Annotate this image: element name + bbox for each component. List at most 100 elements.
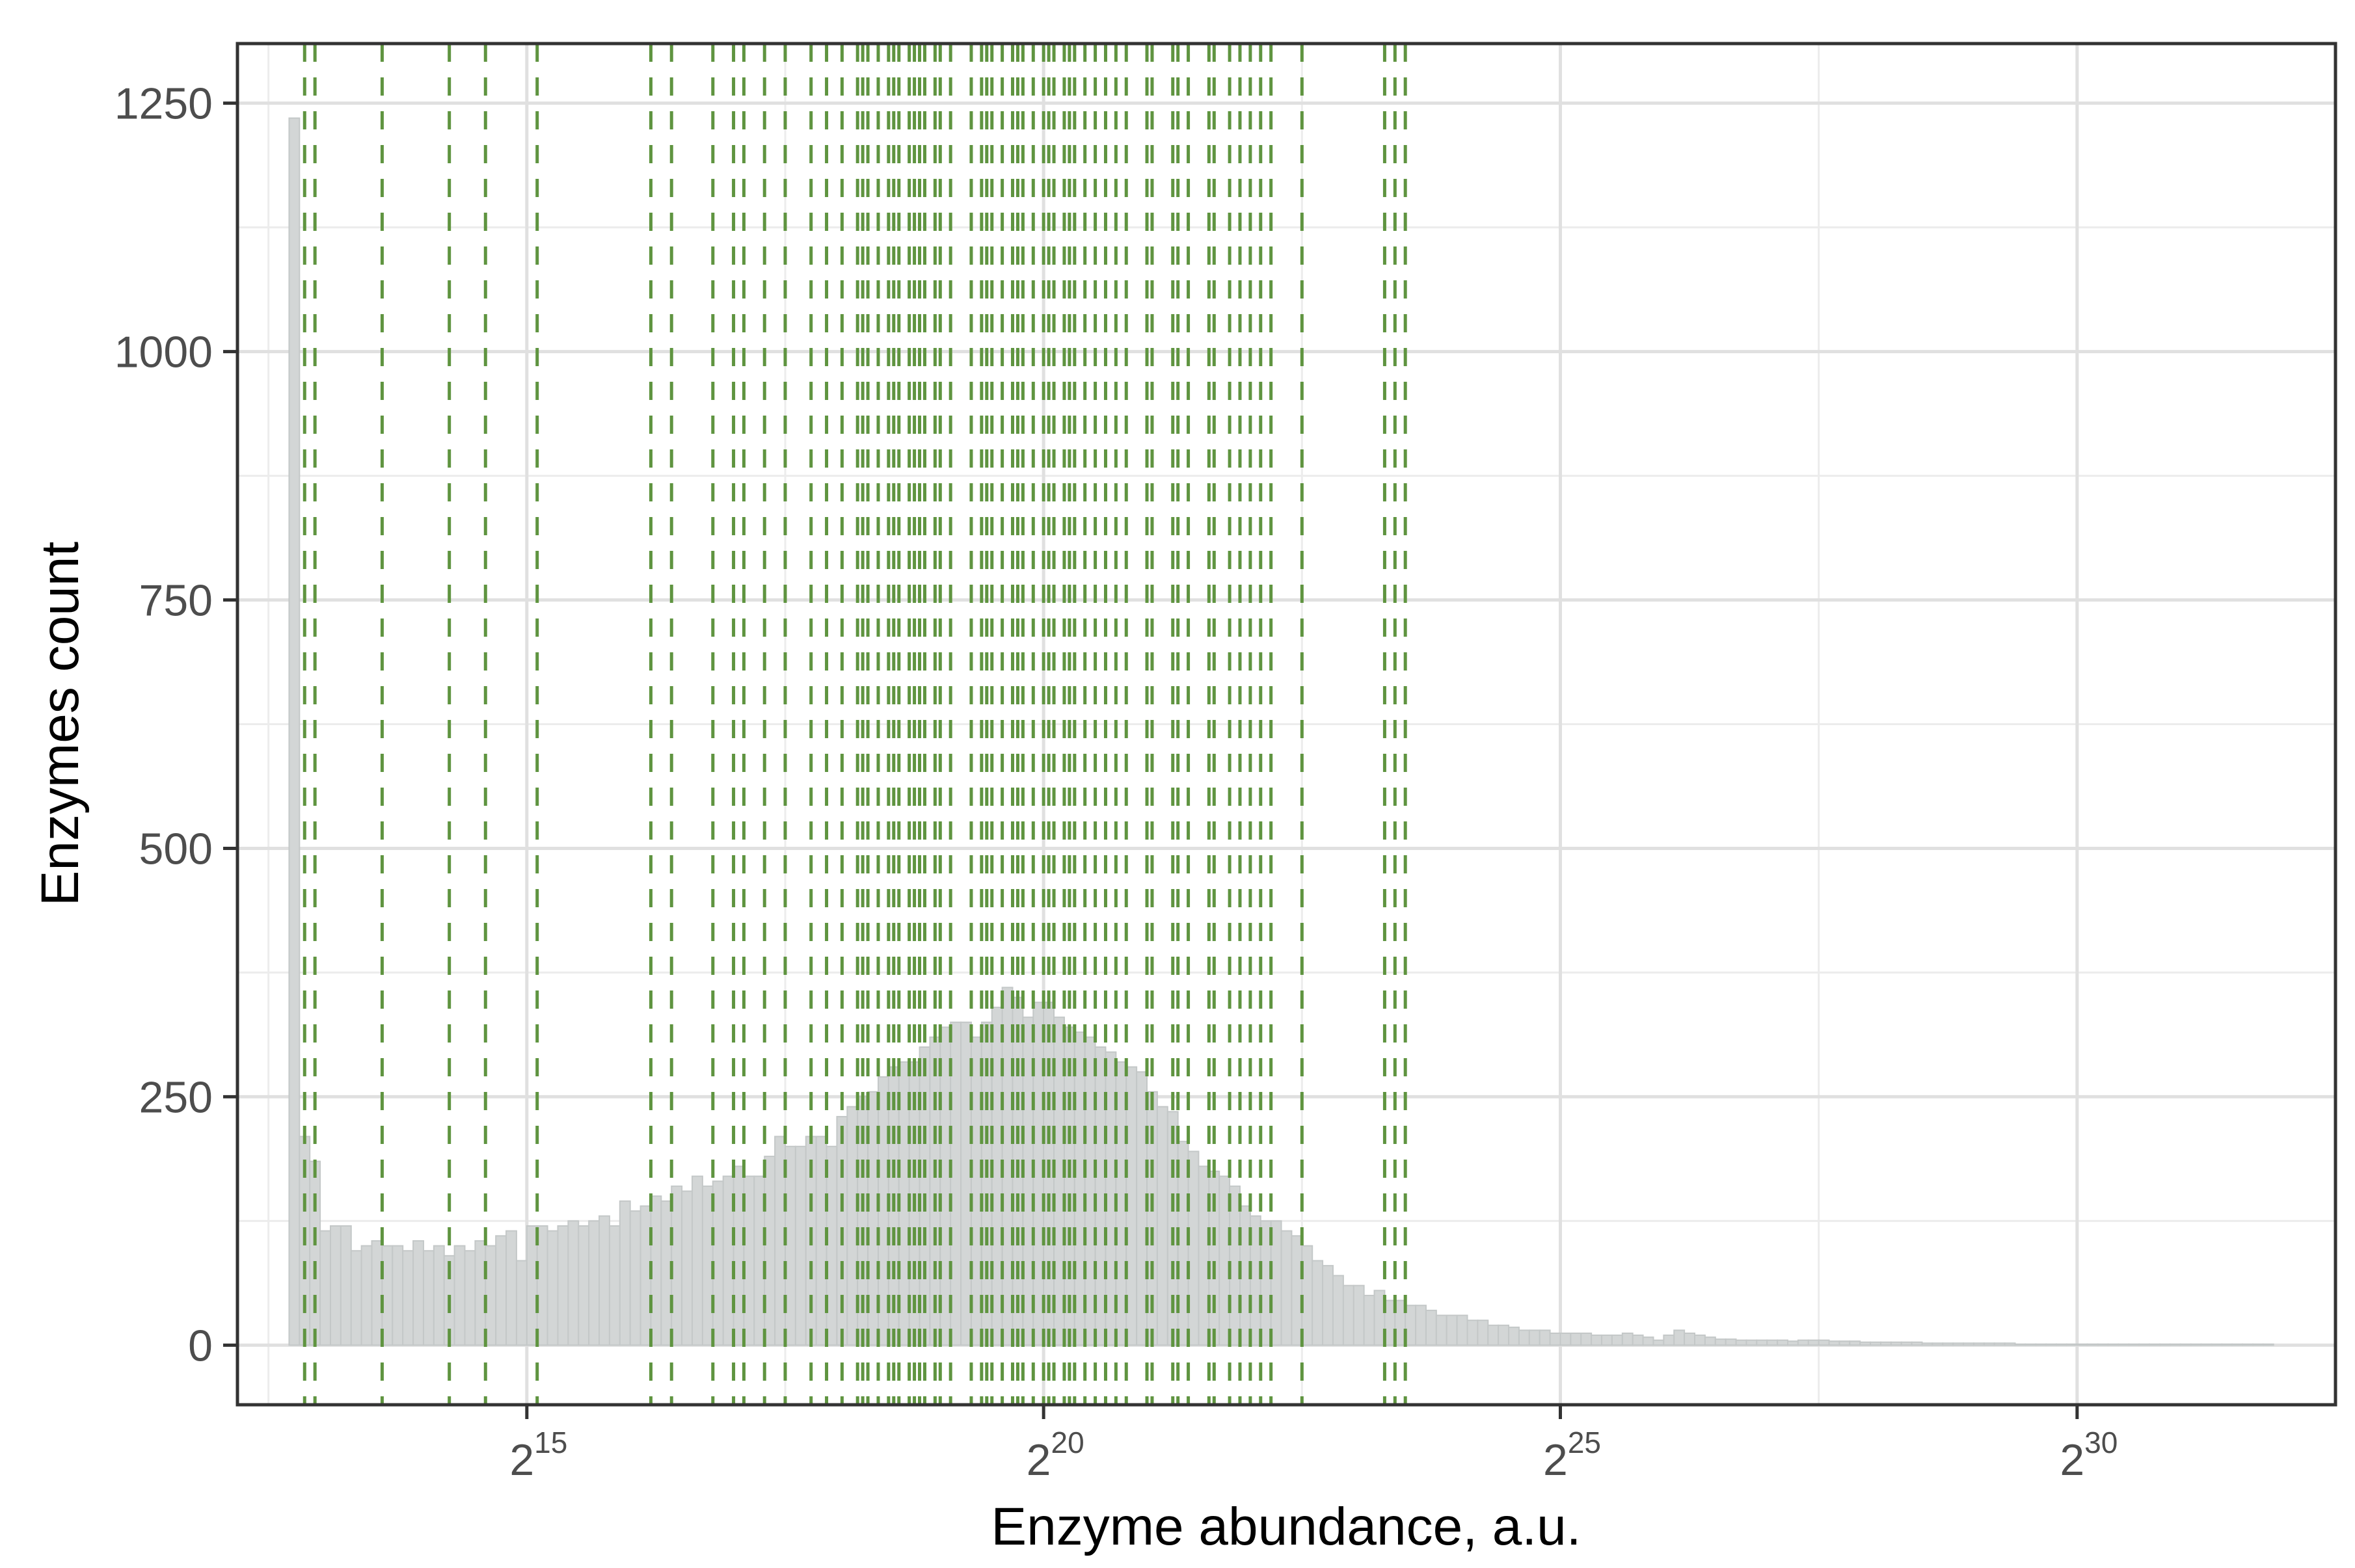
histogram-bar [1921, 1342, 1933, 1346]
histogram-bar [2025, 1343, 2037, 1346]
histogram-bar [350, 1250, 362, 1346]
histogram-bar [1972, 1342, 1985, 1346]
histogram-bar [1498, 1324, 1510, 1346]
histogram-bar [2169, 1343, 2181, 1346]
histogram-bar [515, 1260, 528, 1346]
histogram-bar [2086, 1343, 2099, 1346]
histogram-bar [1642, 1336, 1654, 1346]
histogram-bar [1870, 1341, 1881, 1346]
histogram-bar [681, 1190, 693, 1346]
histogram-bar [1415, 1305, 1427, 1346]
histogram-bar [1766, 1339, 1779, 1346]
histogram-bar [1322, 1265, 1334, 1346]
histogram-bar [2159, 1343, 2171, 1346]
histogram-bar [1487, 1324, 1500, 1346]
x-tick-label: 225 [1543, 1426, 1601, 1485]
histogram-bar [1435, 1314, 1447, 1346]
histogram-bar [2118, 1343, 2130, 1346]
histogram-bar [319, 1230, 331, 1346]
histogram-bar [1725, 1338, 1737, 1346]
histogram-bar [1859, 1341, 1872, 1346]
histogram-bar [2231, 1343, 2244, 1346]
histogram-bar [1911, 1341, 1923, 1346]
histogram-bar [1425, 1309, 1437, 1346]
histogram-bar [1942, 1342, 1954, 1346]
histogram-bar [1528, 1329, 1541, 1346]
histogram-bar [546, 1230, 559, 1346]
histogram-bar [1838, 1340, 1851, 1346]
histogram-bar [1704, 1336, 1716, 1346]
histogram-bar [309, 1160, 321, 1346]
histogram-bar [1797, 1339, 1809, 1346]
histogram-bar [360, 1245, 373, 1346]
histogram-bar [588, 1220, 600, 1346]
histogram-bar [1508, 1326, 1520, 1346]
histogram-bar [288, 117, 301, 1346]
histogram-bar [1352, 1284, 1365, 1346]
histogram-bar [1963, 1342, 1974, 1346]
histogram-bar [2056, 1343, 2067, 1346]
histogram-bar [599, 1215, 610, 1346]
histogram-bar [1952, 1342, 1965, 1346]
histogram-bar [2200, 1343, 2213, 1346]
histogram-bar [1673, 1329, 1686, 1346]
histogram-bar [733, 1165, 745, 1346]
histogram-bar [2128, 1343, 2140, 1346]
histogram-bar [794, 1145, 807, 1346]
histogram-bar [1632, 1335, 1644, 1346]
histogram-bar [2221, 1343, 2233, 1346]
histogram-bar [1591, 1335, 1603, 1346]
histogram-bar [1446, 1314, 1458, 1346]
histogram-bar [692, 1175, 703, 1346]
histogram-bar [1663, 1335, 1675, 1346]
histogram-bar [1818, 1339, 1830, 1346]
histogram-bar [608, 1225, 621, 1346]
histogram-bar [1332, 1275, 1344, 1346]
histogram-bar [2035, 1343, 2047, 1346]
histogram-bar [1198, 1165, 1210, 1346]
histogram-bar [2045, 1343, 2058, 1346]
histogram-bar [1787, 1340, 1799, 1346]
histogram-bar [1456, 1314, 1468, 1346]
histogram-bar [464, 1250, 476, 1346]
histogram-bar [1570, 1333, 1582, 1346]
histogram-bar [495, 1235, 507, 1346]
histogram-bar [1684, 1333, 1696, 1346]
panel-border [236, 42, 2337, 1407]
x-tick-label: 230 [2060, 1426, 2118, 1485]
histogram-bar [2097, 1343, 2109, 1346]
histogram-bar [1890, 1341, 1902, 1346]
histogram-bar [1807, 1339, 1820, 1346]
y-axis: 0 250 500 750 1000 1250 [114, 79, 237, 1370]
y-tick-label: 250 [139, 1072, 213, 1122]
histogram-bar [1518, 1329, 1530, 1346]
histogram-bar [2138, 1343, 2151, 1346]
histogram-bar [1580, 1333, 1593, 1346]
histogram-bar [1879, 1341, 1892, 1346]
histogram-bar [392, 1245, 404, 1346]
histogram-bar [1363, 1294, 1375, 1346]
y-tick-label: 1000 [114, 328, 213, 377]
histogram-bar [1828, 1340, 1840, 1346]
x-axis-title: Enzyme abundance, a.u. [991, 1497, 1581, 1556]
histogram-bar [1156, 1106, 1168, 1346]
histogram-bar [1466, 1320, 1479, 1346]
histogram-bar [2004, 1342, 2016, 1346]
histogram-bar [1652, 1339, 1665, 1346]
histogram-bar [557, 1225, 569, 1346]
histogram-bar [422, 1250, 435, 1346]
histogram-bar [1694, 1335, 1706, 1346]
histogram-bar [578, 1225, 590, 1346]
histogram-bar [1187, 1150, 1200, 1346]
histogram-bar [340, 1225, 352, 1346]
histogram-bar [2211, 1343, 2223, 1346]
y-tick-label: 750 [139, 576, 213, 626]
histogram-bar [2190, 1343, 2202, 1346]
histogram-bar [402, 1250, 414, 1346]
histogram-bar [1756, 1339, 1768, 1346]
reference-lines [303, 44, 1407, 1405]
histogram-bar [629, 1210, 641, 1346]
histogram-bar [1983, 1342, 1995, 1346]
histogram-bar [1849, 1340, 1861, 1346]
